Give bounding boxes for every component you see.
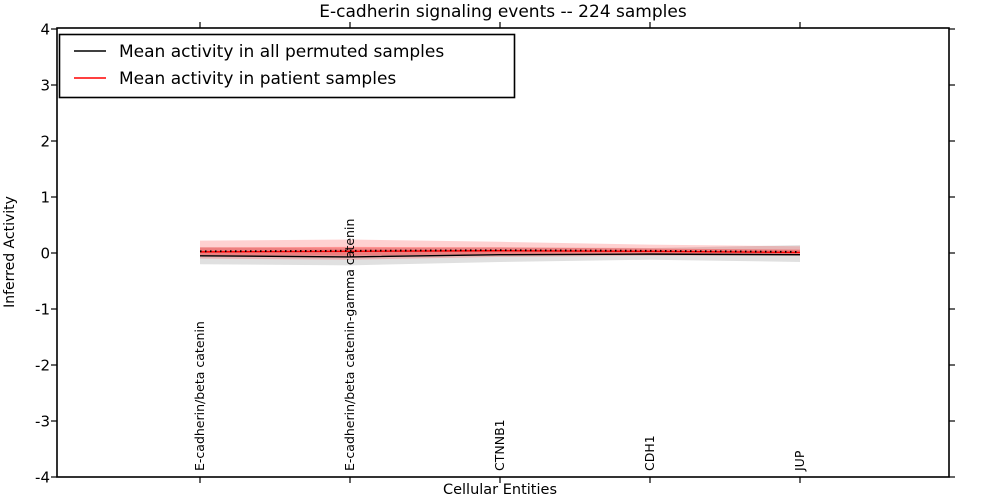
y-tick-label: -1	[35, 300, 50, 318]
x-tick-label: CDH1	[642, 435, 657, 471]
series-line-mean-activity-in-all-permuted-samples	[199, 253, 801, 258]
series-lines-layer	[199, 249, 801, 258]
legend-box	[58, 33, 516, 99]
y-tick-label: 2	[40, 132, 50, 150]
x-tick-labels: E-cadherin/beta catenin E-cadherin/beta c…	[192, 219, 807, 472]
chart-title: E-cadherin signaling events -- 224 sampl…	[319, 2, 687, 22]
y-axis-label: Inferred Activity	[2, 196, 18, 308]
x-tick-label: E-cadherin/beta catenin	[192, 321, 207, 471]
legend-label-patient: Mean activity in patient samples	[119, 69, 396, 89]
y-tick-label: 4	[40, 20, 50, 38]
x-tick-label: E-cadherin/beta catenin-gamma catenin	[342, 219, 357, 471]
x-tick-label: CTNNB1	[492, 419, 507, 471]
axis-ticks-layer	[51, 22, 955, 483]
series-line-patient-mean-dotted-overlay	[199, 249, 801, 253]
x-tick-label: JUP	[792, 450, 807, 472]
legend-label-permuted: Mean activity in all permuted samples	[119, 42, 444, 62]
y-tick-label: 0	[40, 244, 50, 262]
x-axis-label: Cellular Entities	[443, 482, 557, 498]
legend: Mean activity in all permuted samples Me…	[58, 33, 516, 99]
y-tick-label: -4	[35, 468, 50, 486]
y-tick-label: 3	[40, 76, 50, 94]
y-tick-label: 1	[40, 188, 50, 206]
y-tick-label: -2	[35, 356, 50, 374]
y-tick-label: -3	[35, 412, 50, 430]
y-tick-labels: 4 3 2 1 0 -1 -2 -3 -4	[35, 20, 50, 486]
